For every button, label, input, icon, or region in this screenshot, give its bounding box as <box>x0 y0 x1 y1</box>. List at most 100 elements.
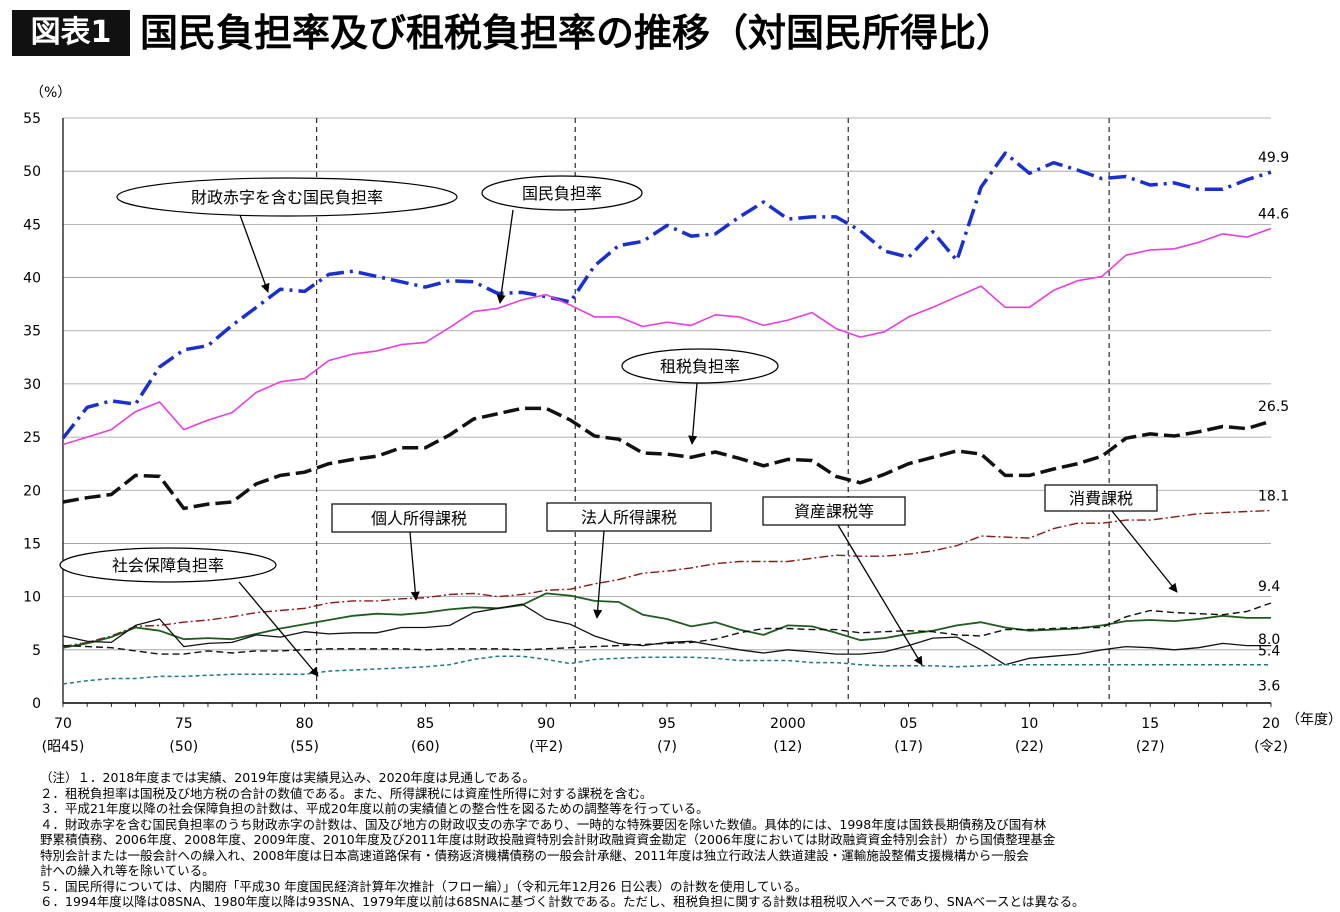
callout-arrow <box>239 214 270 293</box>
callout-box <box>1044 484 1158 512</box>
callout-text: 社会保障負担率 <box>112 556 224 575</box>
x-tick-label: 05 <box>900 716 918 732</box>
x-tick-label: 2000 <box>770 716 806 732</box>
callout-text: 国民負担率 <box>522 184 602 203</box>
footnote: 特別会計または一般会計への繰入れ、2008年度は日本高速道路保有・債務返済機構債… <box>40 847 1029 863</box>
axes: 0510152025303540455055（%）70(昭45)75(50)80… <box>23 85 1340 755</box>
series-line <box>62 655 1271 685</box>
chart-title: 国民負担率及び租税負担率の推移（対国民所得比） <box>140 11 1015 55</box>
callout-arrow <box>688 382 698 445</box>
x-tick-label: 10 <box>1020 716 1038 732</box>
x-tick-label: 95 <box>658 716 676 732</box>
x-tick-sublabel: (50) <box>169 739 198 755</box>
end-value-label: 8.0 <box>1258 632 1280 648</box>
end-labels: 49.9 44.6 26.5 18.1 8.05.4 9.4 3.6 <box>1258 150 1289 694</box>
series-line <box>62 602 1272 655</box>
x-tick-sublabel: (22) <box>1015 739 1044 755</box>
callout-arrow <box>837 524 923 666</box>
y-tick-label: 20 <box>23 483 41 499</box>
y-tick-label: 15 <box>23 536 41 552</box>
callout-text: 消費課税 <box>1069 489 1133 508</box>
callout-text: 資産課税等 <box>794 502 874 521</box>
end-value-label: 3.6 <box>1258 679 1280 695</box>
footnote: （注）１．2018年度までは実績、2019年度は実績見込み、2020年度は見通し… <box>40 770 535 785</box>
series-line <box>61 151 1272 440</box>
series-line <box>62 592 1271 649</box>
y-tick-label: 5 <box>32 643 41 659</box>
y-tick-label: 55 <box>23 111 41 127</box>
callout: 財政赤字を含む国民負担率 <box>116 177 458 293</box>
callout-arrow <box>238 581 319 677</box>
callout-ellipse <box>621 348 779 384</box>
callout-text: 租税負担率 <box>660 357 740 376</box>
x-tick-label: 80 <box>296 716 314 732</box>
x-tick-label: 85 <box>416 716 434 732</box>
footnote: ４．財政赤字を含む国民負担率のうち財政赤字の計数は、国及び地方の財政収支の赤字で… <box>40 816 1047 832</box>
footnote: ２．租税負担率は国税及び地方税の合計の数値である。また、所得課税には資産性所得に… <box>40 785 653 801</box>
y-tick-label: 35 <box>23 324 41 340</box>
footnote: ５．国民所得については、内閣府「平成30 年度国民経済計算年次推計（フロー編）」… <box>40 878 808 894</box>
callout-ellipse <box>116 177 458 217</box>
series-lines <box>61 151 1272 685</box>
figure-badge: 図表1 <box>12 10 130 56</box>
callout-arrow <box>593 530 605 619</box>
x-tick-sublabel: (令2) <box>1254 739 1288 755</box>
end-value-label: 9.4 <box>1258 579 1280 595</box>
series-line <box>62 603 1271 666</box>
callout-box <box>331 503 507 533</box>
callout-ellipse <box>481 175 643 211</box>
line-chart: 0510152025303540455055（%）70(昭45)75(50)80… <box>23 85 1340 755</box>
x-tick-sublabel: (55) <box>290 739 319 755</box>
callout-text: 財政赤字を含む国民負担率 <box>191 188 383 207</box>
callout-text: 法人所得課税 <box>581 508 677 527</box>
x-tick-sublabel: (60) <box>411 739 440 755</box>
y-axis-label: （%） <box>30 85 71 101</box>
x-tick-sublabel: (昭45) <box>42 739 85 755</box>
footnotes: （注）１．2018年度までは実績、2019年度は実績見込み、2020年度は見通し… <box>40 770 1330 910</box>
x-tick-sublabel: (17) <box>894 739 923 755</box>
x-tick-label: 20 <box>1262 716 1280 732</box>
footnote: 計への繰入れ等を除いている。 <box>40 863 215 878</box>
y-tick-label: 25 <box>23 430 41 446</box>
x-tick-label: 75 <box>175 716 193 732</box>
callout-ellipse <box>59 547 277 583</box>
y-tick-label: 45 <box>23 217 41 233</box>
x-tick-sublabel: (12) <box>773 739 802 755</box>
footnote: ６．1994年度以降は08SNA、1980年度以降は93SNA、1979年度以前… <box>40 894 1085 909</box>
callout: 消費課税 <box>1044 484 1178 593</box>
callout: 社会保障負担率 <box>59 547 319 677</box>
x-tick-sublabel: (平2) <box>529 739 563 755</box>
callout-box <box>546 502 712 532</box>
x-tick-label: 15 <box>1141 716 1159 732</box>
y-tick-label: 30 <box>23 377 41 393</box>
footnote: ３．平成21年度以降の社会保障負担の計数は、平成20年度以前の実績値との整合性を… <box>40 801 709 816</box>
callout: 国民負担率 <box>481 175 643 304</box>
header: 図表1 国民負担率及び租税負担率の推移（対国民所得比） <box>0 0 1340 70</box>
x-tick-label: 90 <box>537 716 555 732</box>
x-axis-label: （年度） <box>1286 712 1340 728</box>
x-tick-label: 70 <box>54 716 72 732</box>
callout-arrow <box>496 209 514 304</box>
end-value-label: 5.4 <box>1258 644 1280 660</box>
x-tick-sublabel: (7) <box>657 739 677 755</box>
callout: 租税負担率 <box>621 348 779 445</box>
callout-box <box>762 496 906 526</box>
end-value-label: 18.1 <box>1258 488 1289 504</box>
end-value-label: 26.5 <box>1258 399 1289 415</box>
callout-arrow <box>1111 510 1178 593</box>
y-tick-label: 0 <box>32 696 41 712</box>
callout: 個人所得課税 <box>331 503 507 601</box>
y-tick-label: 10 <box>23 590 41 606</box>
series-line <box>62 227 1272 446</box>
end-value-label: 44.6 <box>1258 207 1289 223</box>
series-line <box>62 406 1272 511</box>
end-value-label: 49.9 <box>1258 150 1289 166</box>
y-tick-label: 50 <box>23 164 41 180</box>
footnote: 野累積債務、2006年度、2008年度、2009年度、2010年度及び2011年… <box>40 832 1056 847</box>
callout: 資産課税等 <box>762 496 923 666</box>
x-tick-sublabel: (27) <box>1136 739 1165 755</box>
callout: 法人所得課税 <box>546 502 712 619</box>
y-tick-label: 40 <box>23 271 41 287</box>
callout-text: 個人所得課税 <box>371 509 467 528</box>
